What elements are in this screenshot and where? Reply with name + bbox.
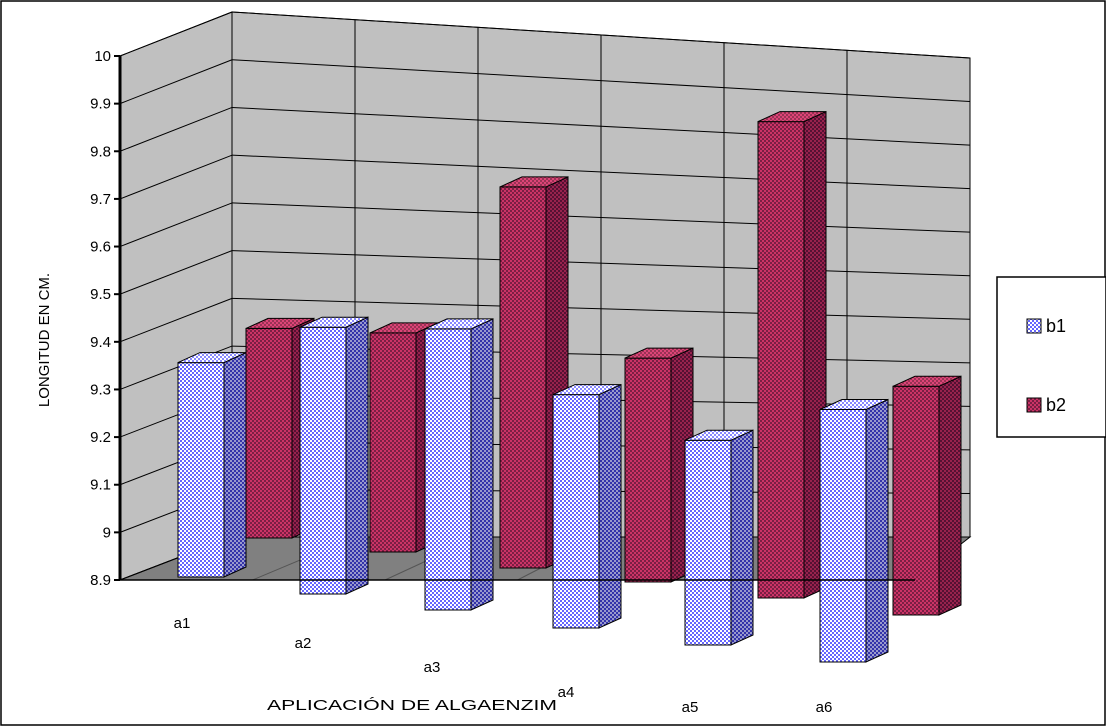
legend-swatch-b2 (1026, 397, 1042, 413)
gridline-left (119, 250, 233, 295)
bar-top-face (819, 399, 889, 410)
y-tick-label: 8.9 (90, 572, 111, 589)
bar-side-face (223, 351, 247, 578)
y-tick-label: 9.3 (90, 381, 111, 398)
bars-layer (177, 110, 962, 663)
y-tick-label: 9.5 (90, 286, 111, 303)
bar-top-face (245, 317, 315, 329)
y-axis-title: LONGITUD EN CM. (36, 273, 53, 407)
y-axis: 8.9 9 9.1 9.2 9.3 9.4 9.5 9.6 9.7 9.8 9.9 10 (90, 48, 122, 589)
y-tick-label: 9.2 (90, 429, 111, 446)
bar-b1 (424, 318, 494, 611)
bar-b1 (177, 351, 247, 578)
bar-front-face (177, 362, 225, 578)
bar-b1 (684, 429, 754, 646)
bar-side-face (345, 316, 369, 595)
gridline-left (119, 202, 233, 248)
x-tick-label: a5 (682, 699, 699, 716)
y-tick-label: 9.1 (90, 477, 111, 494)
bar-b2 (624, 347, 694, 583)
legend-label-b1: b1 (1046, 316, 1066, 336)
y-tick-label: 9.8 (90, 143, 111, 160)
bar-top-face (552, 384, 622, 396)
bar-side-face (865, 398, 889, 663)
bar-top-face (624, 347, 694, 359)
bar-side-face (730, 429, 754, 646)
y-tick-label: 9.9 (90, 96, 111, 113)
x-tick-label: a6 (816, 699, 833, 716)
x-tick-label: a4 (558, 684, 575, 701)
bar-front-face (684, 439, 732, 646)
y-tick-label: 10 (94, 48, 111, 65)
x-tick-label: a1 (174, 615, 191, 632)
bar-front-face (424, 328, 472, 611)
bar-front-face (819, 409, 867, 663)
x-tick-label: a2 (295, 635, 312, 652)
gridline-left (119, 154, 233, 200)
bar-top-face (892, 375, 962, 387)
bar-side-face (598, 383, 622, 629)
bar-top-face (499, 176, 569, 188)
legend-box (996, 276, 1106, 438)
bar-b1 (819, 398, 889, 663)
bar-top-face (177, 352, 247, 364)
bar-b1 (299, 316, 369, 595)
legend-label-b2: b2 (1046, 395, 1066, 415)
x-axis-title: APLICACIÓN DE ALGAENZIM (267, 697, 557, 714)
bar-front-face (757, 121, 805, 599)
gridline-left (119, 59, 233, 105)
legend: b1 b2 (996, 276, 1106, 438)
bar-b1 (552, 383, 622, 629)
bar-front-face (245, 327, 293, 539)
bar-front-face (624, 357, 672, 583)
x-axis: a1 a2 a3 a4 a5 a6 (120, 579, 915, 716)
bar-top-face (684, 429, 754, 441)
gridline-left (119, 297, 233, 343)
bar-side-face (938, 375, 962, 616)
y-tick-label: 9.7 (90, 191, 111, 208)
legend-swatch-b1 (1026, 318, 1042, 334)
bar-front-face (299, 326, 347, 595)
bar-front-face (369, 332, 417, 553)
bar-top-face (757, 111, 827, 123)
bar-front-face (552, 394, 600, 629)
gridline-left (119, 11, 233, 57)
x-tick-label: a3 (424, 659, 441, 676)
bar-top-face (299, 316, 369, 328)
y-tick-label: 9.4 (90, 334, 111, 351)
bar-b2 (757, 110, 827, 599)
y-tick-label: 9 (103, 524, 111, 541)
gridline-left (119, 106, 233, 152)
y-tick-label: 9.6 (90, 239, 111, 256)
bar-top-face (424, 318, 494, 330)
bar-b2 (892, 375, 962, 616)
bar-side-face (470, 318, 494, 611)
bar-front-face (499, 186, 547, 569)
